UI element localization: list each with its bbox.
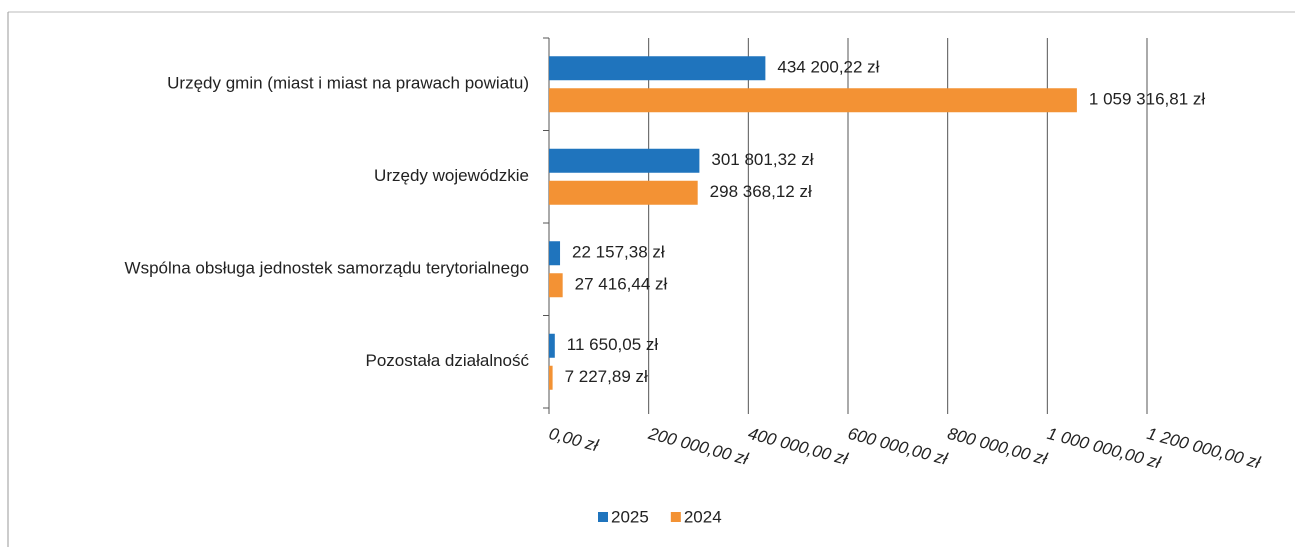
x-tick-label: 1 000 000,00 zł (1045, 424, 1163, 473)
y-tick-label: Urzędy wojewódzkie (374, 166, 529, 185)
bar (549, 180, 698, 205)
legend-label: 2025 (611, 507, 649, 526)
bar (549, 333, 555, 358)
x-tick-label: 800 000,00 zł (945, 424, 1050, 469)
legend-swatch (670, 512, 681, 522)
x-tick-label: 0,00 zł (547, 424, 601, 456)
y-tick-label: Pozostała działalność (366, 351, 530, 370)
x-tick-label: 600 000,00 zł (846, 424, 951, 469)
data-label: 301 801,32 zł (711, 150, 813, 169)
legend-swatch (598, 512, 608, 522)
bar (549, 148, 700, 173)
bar (549, 273, 563, 298)
bar (549, 56, 766, 81)
y-tick-label: Urzędy gmin (miast i miast na prawach po… (167, 74, 529, 93)
data-label: 22 157,38 zł (572, 243, 665, 262)
data-label: 11 650,05 zł (567, 335, 659, 354)
data-label: 434 200,22 zł (777, 58, 879, 77)
bar (549, 88, 1077, 113)
x-tick-label: 1 200 000,00 zł (1145, 424, 1263, 473)
x-tick-label: 400 000,00 zł (746, 424, 851, 469)
data-label: 298 368,12 zł (710, 182, 812, 201)
bar (549, 241, 561, 266)
data-label: 1 059 316,81 zł (1089, 90, 1205, 109)
y-tick-label: Wspólna obsługa jednostek samorządu tery… (125, 259, 529, 278)
data-label: 27 416,44 zł (575, 275, 668, 294)
x-tick-label: 200 000,00 zł (646, 424, 752, 469)
data-label: 7 227,89 zł (565, 367, 648, 386)
legend-label: 2024 (684, 507, 722, 526)
bar (549, 365, 553, 390)
